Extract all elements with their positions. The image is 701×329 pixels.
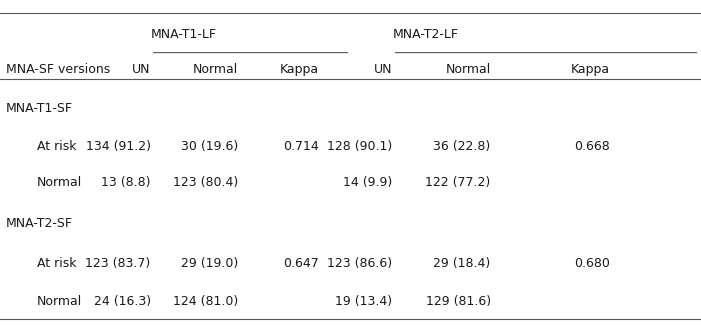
Text: 24 (16.3): 24 (16.3) (94, 294, 151, 308)
Text: MNA-T2-LF: MNA-T2-LF (393, 28, 458, 41)
Text: Kappa: Kappa (571, 63, 610, 76)
Text: At risk: At risk (37, 140, 76, 153)
Text: MNA-SF versions: MNA-SF versions (6, 63, 110, 76)
Text: 30 (19.6): 30 (19.6) (181, 140, 238, 153)
Text: MNA-T1-SF: MNA-T1-SF (6, 102, 73, 115)
Text: 19 (13.4): 19 (13.4) (336, 294, 393, 308)
Text: UN: UN (132, 63, 151, 76)
Text: 36 (22.8): 36 (22.8) (433, 140, 491, 153)
Text: MNA-T1-LF: MNA-T1-LF (151, 28, 217, 41)
Text: 13 (8.8): 13 (8.8) (101, 176, 151, 189)
Text: Normal: Normal (37, 294, 83, 308)
Text: 134 (91.2): 134 (91.2) (86, 140, 151, 153)
Text: 29 (19.0): 29 (19.0) (181, 257, 238, 270)
Text: 128 (90.1): 128 (90.1) (327, 140, 393, 153)
Text: At risk: At risk (37, 257, 76, 270)
Text: 129 (81.6): 129 (81.6) (426, 294, 491, 308)
Text: 124 (81.0): 124 (81.0) (173, 294, 238, 308)
Text: Normal: Normal (37, 176, 83, 189)
Text: 123 (80.4): 123 (80.4) (173, 176, 238, 189)
Text: 0.668: 0.668 (574, 140, 610, 153)
Text: 123 (83.7): 123 (83.7) (86, 257, 151, 270)
Text: 29 (18.4): 29 (18.4) (433, 257, 491, 270)
Text: MNA-T2-SF: MNA-T2-SF (6, 217, 73, 230)
Text: Normal: Normal (445, 63, 491, 76)
Text: 0.680: 0.680 (574, 257, 610, 270)
Text: 122 (77.2): 122 (77.2) (426, 176, 491, 189)
Text: UN: UN (374, 63, 393, 76)
Text: 14 (9.9): 14 (9.9) (343, 176, 393, 189)
Text: Normal: Normal (193, 63, 238, 76)
Text: 123 (86.6): 123 (86.6) (327, 257, 393, 270)
Text: 0.647: 0.647 (283, 257, 319, 270)
Text: 0.714: 0.714 (283, 140, 319, 153)
Text: Kappa: Kappa (280, 63, 319, 76)
